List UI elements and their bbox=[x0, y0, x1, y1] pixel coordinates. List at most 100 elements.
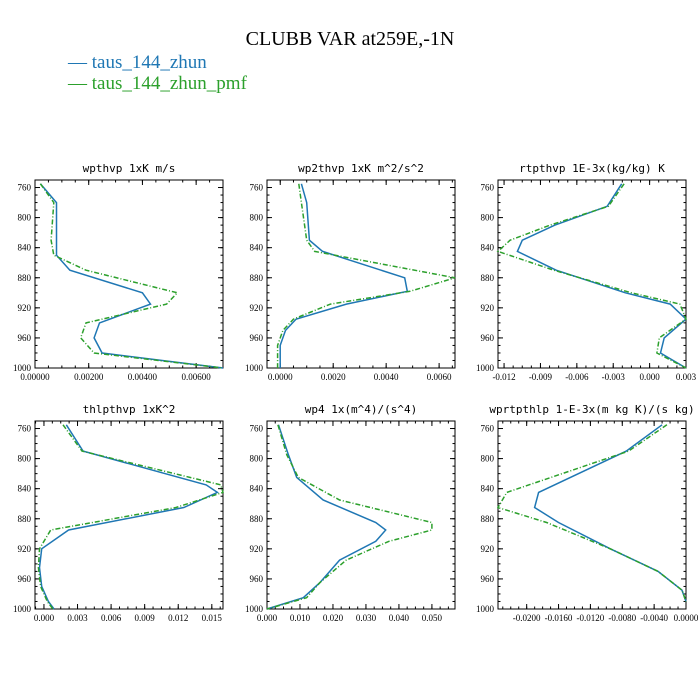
y-tick-label: 920 bbox=[250, 544, 264, 554]
y-tick-label: 920 bbox=[250, 303, 264, 313]
panel-title: wp4 1x(m^4)/(s^4) bbox=[305, 403, 418, 416]
x-tick-label: 0.00400 bbox=[128, 372, 158, 382]
series-line-1 bbox=[37, 424, 224, 610]
series-line-1 bbox=[266, 424, 433, 610]
x-tick-label: 0.050 bbox=[422, 613, 443, 623]
panel-title: wpthvp 1xK m/s bbox=[83, 162, 176, 175]
x-tick-label: -0.006 bbox=[565, 372, 589, 382]
y-tick-label: 960 bbox=[18, 574, 32, 584]
legend-entry-series-0: — taus_144_zhun bbox=[68, 52, 207, 73]
y-tick-label: 800 bbox=[481, 213, 495, 223]
legend-label-1: taus_144_zhun_pmf bbox=[91, 73, 247, 94]
y-tick-label: 920 bbox=[18, 544, 32, 554]
y-tick-label: 800 bbox=[250, 213, 264, 223]
y-tick-label: 840 bbox=[250, 484, 264, 494]
series-line-1 bbox=[496, 183, 687, 369]
series-line-0 bbox=[39, 183, 224, 369]
y-tick-label: 920 bbox=[481, 544, 495, 554]
x-tick-label: 0.003 bbox=[676, 372, 697, 382]
y-tick-label: 800 bbox=[481, 454, 495, 464]
x-tick-label: -0.012 bbox=[492, 372, 515, 382]
x-tick-label: 0.040 bbox=[389, 613, 410, 623]
x-tick-label: 0.00600 bbox=[182, 372, 212, 382]
y-tick-label: 880 bbox=[250, 514, 264, 524]
y-tick-label: 840 bbox=[481, 484, 495, 494]
plot-frame bbox=[266, 420, 456, 610]
x-tick-label: 0.000 bbox=[257, 613, 278, 623]
x-tick-label: -0.0080 bbox=[608, 613, 636, 623]
x-tick-label: 0.00200 bbox=[74, 372, 104, 382]
x-tick-label: 0.00000 bbox=[20, 372, 50, 382]
x-tick-label: 0.0000 bbox=[268, 372, 293, 382]
x-tick-label: -0.009 bbox=[529, 372, 553, 382]
x-tick-label: 0.0060 bbox=[427, 372, 452, 382]
plot-frame bbox=[497, 420, 687, 610]
y-tick-label: 800 bbox=[18, 454, 32, 464]
x-tick-label: 0.0000 bbox=[674, 613, 699, 623]
plot-frame bbox=[497, 179, 687, 369]
x-tick-label: 0.003 bbox=[67, 613, 88, 623]
series-line-0 bbox=[38, 424, 219, 610]
series-line-1 bbox=[39, 183, 224, 369]
chart-title: CLUBB VAR at259E,-1N bbox=[245, 28, 455, 50]
y-tick-label: 880 bbox=[18, 273, 32, 283]
y-tick-label: 1000 bbox=[476, 604, 495, 614]
y-tick-label: 960 bbox=[250, 333, 264, 343]
x-tick-label: 0.020 bbox=[323, 613, 344, 623]
y-tick-label: 880 bbox=[250, 273, 264, 283]
y-tick-label: 920 bbox=[18, 303, 32, 313]
series-line-0 bbox=[266, 424, 387, 610]
y-tick-label: 920 bbox=[481, 303, 495, 313]
legend-label-0: taus_144_zhun bbox=[91, 52, 207, 73]
x-tick-label: 0.012 bbox=[168, 613, 188, 623]
legend-entry-series-1: — taus_144_zhun_pmf bbox=[68, 73, 247, 94]
x-tick-label: 0.0040 bbox=[374, 372, 399, 382]
y-tick-label: 960 bbox=[481, 574, 495, 584]
x-tick-label: -0.003 bbox=[602, 372, 626, 382]
y-tick-label: 1000 bbox=[13, 604, 32, 614]
y-tick-label: 840 bbox=[250, 243, 264, 253]
y-tick-label: 760 bbox=[18, 183, 32, 193]
y-tick-label: 1000 bbox=[245, 604, 264, 614]
panel-5: wprtpthlp 1-E-3x(m kg K)/(s kg) 760 800 840… bbox=[476, 403, 699, 623]
plot-frame bbox=[34, 420, 224, 610]
panel-title: wp2thvp 1xK m^2/s^2 bbox=[298, 162, 424, 175]
y-tick-label: 760 bbox=[250, 424, 264, 434]
series-line-1 bbox=[496, 424, 687, 602]
series-line-0 bbox=[516, 183, 688, 369]
y-tick-label: 840 bbox=[18, 484, 32, 494]
y-tick-label: 800 bbox=[18, 213, 32, 223]
y-tick-label: 1000 bbox=[476, 363, 495, 373]
panel-title: wprtpthlp 1-E-3x(m kg K)/(s kg) bbox=[489, 403, 694, 416]
y-tick-label: 880 bbox=[481, 514, 495, 524]
x-tick-label: 0.015 bbox=[202, 613, 223, 623]
x-tick-label: 0.006 bbox=[101, 613, 122, 623]
x-tick-label: -0.0160 bbox=[545, 613, 573, 623]
y-tick-label: 760 bbox=[481, 183, 495, 193]
y-tick-label: 840 bbox=[481, 243, 495, 253]
y-tick-label: 880 bbox=[18, 514, 32, 524]
y-tick-label: 760 bbox=[250, 183, 264, 193]
x-tick-label: 0.030 bbox=[356, 613, 377, 623]
x-tick-label: -0.0040 bbox=[640, 613, 668, 623]
y-tick-label: 760 bbox=[481, 424, 495, 434]
x-tick-label: 0.000 bbox=[34, 613, 55, 623]
y-tick-label: 1000 bbox=[13, 363, 32, 373]
x-tick-label: 0.009 bbox=[135, 613, 156, 623]
panel-title: thlpthvp 1xK^2 bbox=[83, 403, 176, 416]
y-tick-label: 1000 bbox=[245, 363, 264, 373]
panel-0: wpthvp 1xK m/s76080084088092096010000.00… bbox=[13, 162, 224, 382]
x-tick-label: -0.0200 bbox=[513, 613, 541, 623]
x-tick-label: 0.0020 bbox=[321, 372, 346, 382]
panel-1: wp2thvp 1xK m^2/s^2 760 800 840 880 920 960 100… bbox=[245, 162, 456, 382]
series-line-0 bbox=[279, 183, 409, 368]
panel-3: thlpthvp 1xK^276080084088092096010000.00… bbox=[13, 403, 224, 623]
panel-title: rtpthvp 1E-3x(kg/kg) K bbox=[519, 162, 665, 175]
y-tick-label: 880 bbox=[481, 273, 495, 283]
y-tick-label: 960 bbox=[481, 333, 495, 343]
x-tick-label: 0.010 bbox=[290, 613, 311, 623]
x-tick-label: -0.0120 bbox=[577, 613, 605, 623]
y-tick-label: 760 bbox=[18, 424, 32, 434]
series-line-1 bbox=[276, 183, 456, 368]
